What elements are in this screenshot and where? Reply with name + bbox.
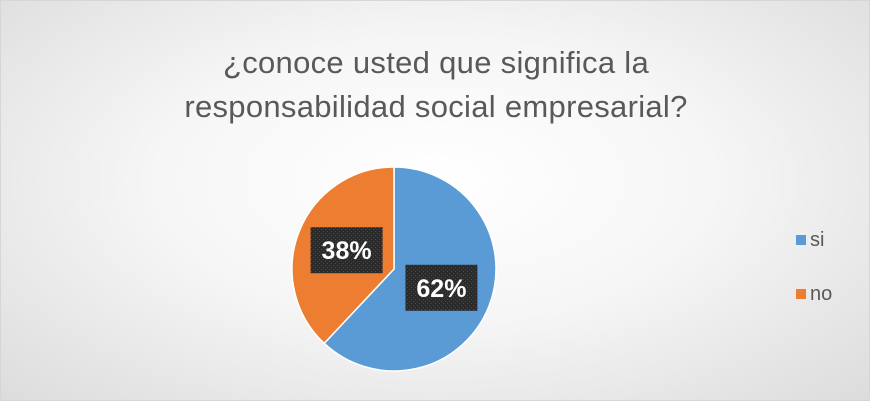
legend-swatch-si	[796, 235, 806, 245]
legend-item-si: si	[796, 225, 832, 255]
data-label-no: 38%	[310, 227, 383, 274]
legend-swatch-no	[796, 289, 806, 299]
chart-title-line-2: responsabilidad social empresarial?	[184, 89, 688, 124]
legend: si no	[796, 225, 832, 333]
chart-title: ¿conoce usted que significa la responsab…	[1, 41, 870, 129]
data-label-si: 62%	[405, 264, 478, 311]
data-label-box-si	[405, 264, 478, 311]
chart-title-line-1: ¿conoce usted que significa la	[222, 45, 650, 80]
legend-label-no: no	[810, 282, 833, 305]
legend-item-no: no	[796, 279, 832, 309]
data-label-text-no: 38%	[322, 237, 372, 265]
data-label-box-no	[310, 227, 383, 274]
data-label-text-si: 62%	[416, 275, 466, 303]
legend-label-si: si	[810, 228, 825, 251]
